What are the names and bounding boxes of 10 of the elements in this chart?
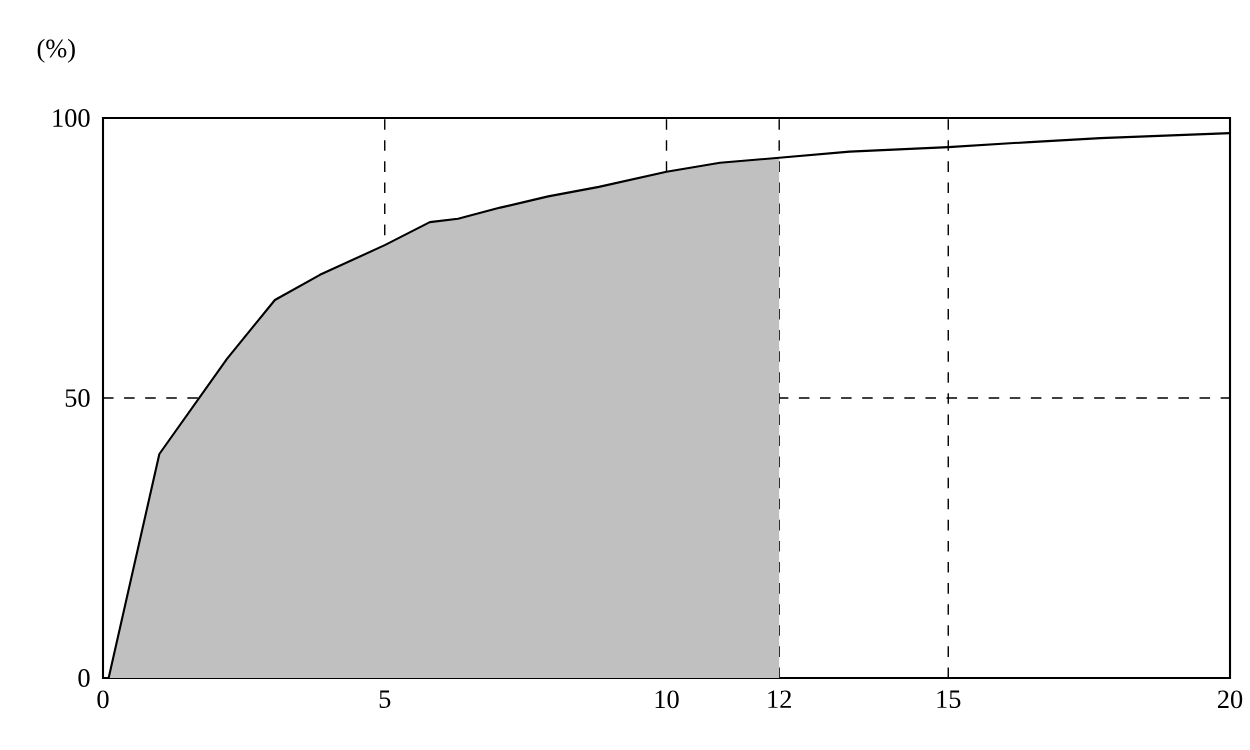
y-tick-label: 100: [53, 109, 90, 127]
y-tick-label: 50: [65, 389, 90, 407]
x-tick-label: 0: [97, 690, 109, 709]
y-tick-label: 0: [78, 669, 90, 687]
x-tick-label: 20: [1217, 690, 1243, 709]
x-tick-label: 5: [379, 690, 391, 708]
x-tick-label: 10: [655, 690, 679, 709]
x-tick-label: 12: [768, 690, 791, 708]
x-tick-label: 15: [937, 690, 961, 709]
y-axis-title: (%): [37, 38, 75, 63]
